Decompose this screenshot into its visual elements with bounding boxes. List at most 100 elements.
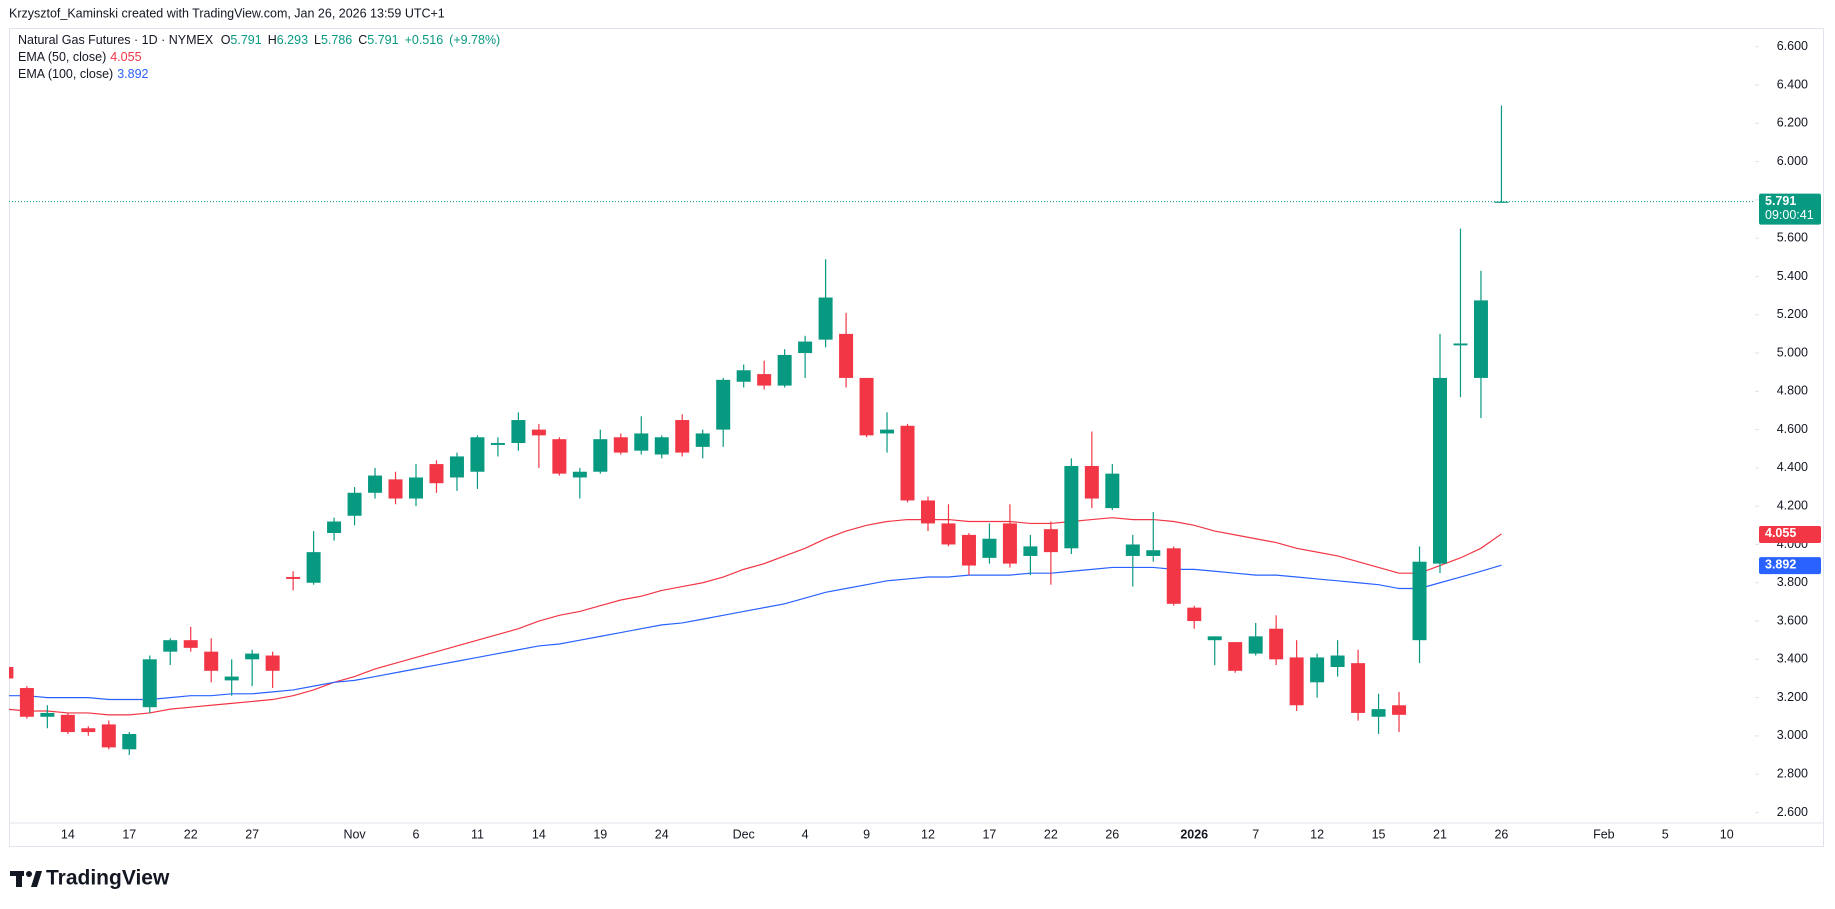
y-tick-label: 6.600: [1777, 39, 1808, 53]
legend-name: EMA (50, close): [18, 50, 107, 64]
change: +0.516: [404, 33, 444, 47]
y-tick-label: 4.800: [1777, 384, 1808, 398]
candle-body: [81, 728, 96, 733]
x-tick-label: 14: [532, 827, 546, 841]
candle-body: [961, 534, 976, 566]
x-tick-label: 21: [1433, 827, 1447, 841]
y-tick-label: 6.200: [1777, 116, 1808, 130]
candle-body: [306, 552, 321, 583]
ema-tag-bg: [1759, 557, 1821, 575]
x-tick-label: 10: [1720, 827, 1734, 841]
price-tag: 5.791: [1765, 194, 1796, 208]
candle-body: [1023, 546, 1038, 556]
symbol-title: Natural Gas Futures · 1D · NYMEX: [18, 33, 214, 47]
candle-body: [1330, 655, 1345, 667]
x-tick-label: 26: [1494, 827, 1508, 841]
candle-body: [1166, 548, 1181, 604]
candle-body: [695, 433, 710, 447]
x-tick-label: 12: [921, 827, 935, 841]
candle-body: [1187, 607, 1202, 622]
candle-body: [490, 443, 505, 445]
header: Krzysztof_Kaminski created with TradingV…: [9, 6, 445, 20]
candle-body: [982, 538, 997, 558]
y-tick-label: 3.400: [1777, 652, 1808, 666]
ema-line: [9, 517, 1502, 716]
legend-main: Natural Gas Futures · 1D · NYMEX O5.791 H…: [18, 33, 510, 47]
x-tick-label: Dec: [733, 827, 755, 841]
candle-body: [634, 433, 649, 451]
candle-body: [1371, 709, 1386, 717]
change-percent: (+9.78%): [449, 33, 501, 47]
y-tick-label: 6.000: [1777, 154, 1808, 168]
x-tick-label: 17: [122, 827, 136, 841]
candle-body: [1473, 300, 1488, 378]
ohlc-label: C: [358, 33, 368, 47]
candle-body: [1146, 550, 1161, 556]
y-tick-label: 3.000: [1777, 728, 1808, 742]
x-tick-label: Nov: [343, 827, 366, 841]
y-tick-label: 5.400: [1777, 269, 1808, 283]
x-tick-label: 26: [1105, 827, 1119, 841]
candle-body: [1453, 343, 1468, 346]
x-tick-label: 17: [982, 827, 996, 841]
candle-body: [572, 471, 587, 478]
y-tick-label: 5.200: [1777, 307, 1808, 321]
price-tag-bg: [1759, 193, 1821, 225]
ema-line: [9, 564, 1502, 701]
ema-tag: 3.892: [1765, 557, 1796, 571]
y-tick-label: 5.000: [1777, 345, 1808, 359]
x-tick-label: 22: [1044, 827, 1058, 841]
legend-ema50: EMA (50, close) 4.055: [18, 50, 146, 64]
y-tick-label: 6.400: [1777, 77, 1808, 91]
ohlc-label: L: [314, 33, 321, 47]
candle-body: [777, 354, 792, 386]
candle-body: [1392, 705, 1407, 715]
candle-body: [60, 714, 75, 733]
x-tick-label: 5: [1662, 827, 1669, 841]
ohlc-label: H: [267, 33, 277, 47]
candle-body: [593, 439, 608, 472]
candle-body: [900, 425, 915, 501]
candle-body: [1269, 628, 1284, 660]
logo-text: TradingView: [46, 867, 170, 890]
candle-body: [40, 712, 55, 717]
candle-body: [388, 479, 403, 499]
candle-body: [286, 577, 301, 579]
y-tick-label: 3.800: [1777, 575, 1808, 589]
ema-tag: 4.055: [1765, 526, 1796, 540]
ohlc-value: 5.791: [230, 33, 262, 47]
ohlc-values: O5.791 H6.293 L5.786 C5.791 +0.516 (+9.78%): [221, 33, 507, 47]
candle-body: [818, 297, 833, 340]
candle-body: [1494, 201, 1509, 203]
candle-body: [1310, 657, 1325, 683]
candle-body: [1289, 657, 1304, 706]
candle-body: [1433, 377, 1447, 564]
candle-body: [224, 676, 239, 681]
legend-value: 4.055: [110, 50, 142, 64]
x-tick-label: 2026: [1180, 827, 1208, 841]
candle-body: [859, 377, 874, 436]
y-tick-label: 4.600: [1777, 422, 1808, 436]
y-tick-label: 4.200: [1777, 498, 1808, 512]
x-tick-label: 22: [184, 827, 198, 841]
candle-body: [449, 456, 464, 478]
countdown: 09:00:41: [1765, 208, 1814, 222]
y-tick-label: 2.600: [1777, 805, 1808, 819]
candle-body: [1125, 544, 1140, 556]
x-tick-label: 9: [863, 827, 870, 841]
y-tick-label: 3.600: [1777, 613, 1808, 627]
legend-ema100: EMA (100, close) 3.892: [18, 67, 152, 81]
candle-body: [1043, 529, 1058, 553]
candle-body: [470, 437, 485, 472]
x-tick-label: 14: [61, 827, 75, 841]
candle-body: [409, 477, 423, 499]
candle-body: [1228, 642, 1243, 671]
ohlc-value: 6.293: [276, 33, 309, 47]
x-tick-label: 15: [1372, 827, 1386, 841]
candle-body: [531, 429, 546, 436]
candle-body: [265, 655, 280, 671]
candle-body: [122, 733, 137, 750]
candle-body: [1105, 473, 1120, 509]
